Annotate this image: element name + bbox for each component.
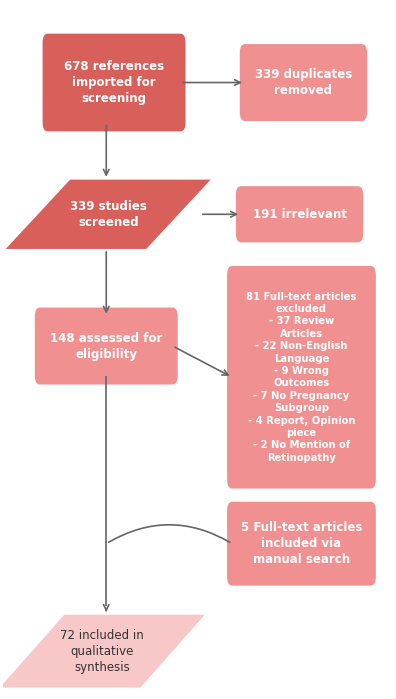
Text: 5 Full-text articles
included via
manual search: 5 Full-text articles included via manual… — [241, 521, 362, 566]
FancyBboxPatch shape — [227, 502, 376, 586]
Text: 72 included in
qualitative
synthesis: 72 included in qualitative synthesis — [61, 628, 144, 674]
Text: 339 studies
screened: 339 studies screened — [70, 200, 147, 229]
Polygon shape — [0, 614, 205, 688]
FancyBboxPatch shape — [43, 34, 185, 131]
Text: 191 irrelevant: 191 irrelevant — [253, 208, 346, 221]
FancyBboxPatch shape — [236, 186, 363, 243]
Text: 339 duplicates
removed: 339 duplicates removed — [255, 68, 352, 97]
Polygon shape — [6, 180, 211, 249]
FancyBboxPatch shape — [35, 308, 178, 384]
Text: 678 references
imported for
screening: 678 references imported for screening — [64, 60, 164, 105]
Text: 148 assessed for
eligibility: 148 assessed for eligibility — [50, 331, 162, 361]
FancyBboxPatch shape — [240, 44, 367, 121]
Text: 81 Full-text articles
excluded
- 37 Review
Articles
- 22 Non-English
Language
- : 81 Full-text articles excluded - 37 Revi… — [246, 291, 357, 463]
FancyBboxPatch shape — [227, 266, 376, 489]
